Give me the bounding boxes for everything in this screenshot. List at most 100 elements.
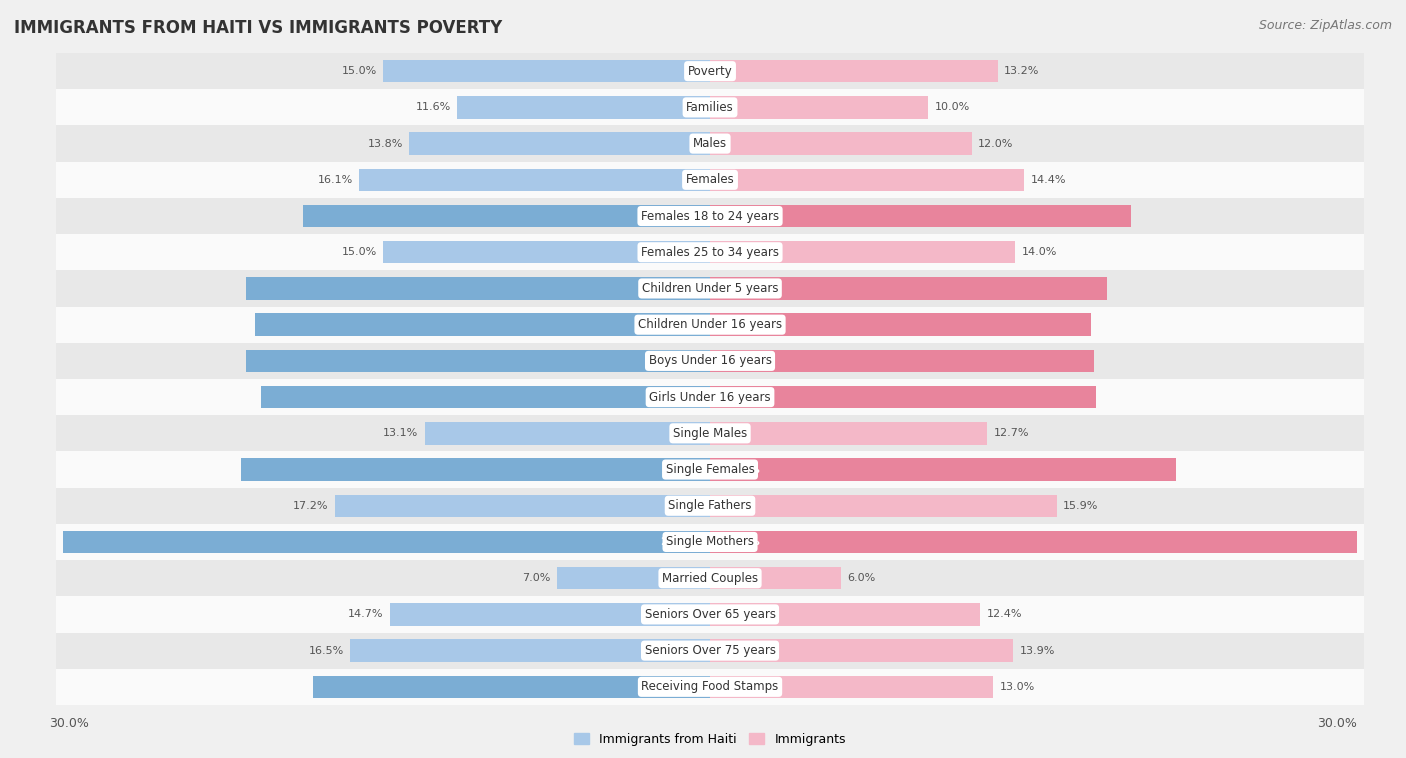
Text: Seniors Over 65 years: Seniors Over 65 years (644, 608, 776, 621)
Text: 13.8%: 13.8% (367, 139, 402, 149)
Text: 12.4%: 12.4% (987, 609, 1022, 619)
Text: 10.0%: 10.0% (935, 102, 970, 112)
Bar (56, 198, 1364, 234)
Text: Females 18 to 24 years: Females 18 to 24 years (641, 209, 779, 223)
Text: Seniors Over 75 years: Seniors Over 75 years (644, 644, 776, 657)
Text: Families: Families (686, 101, 734, 114)
Bar (56, 669, 1364, 705)
Text: 21.4%: 21.4% (721, 465, 759, 475)
Text: Boys Under 16 years: Boys Under 16 years (648, 355, 772, 368)
Bar (262, 386, 710, 409)
Text: 6.0%: 6.0% (848, 573, 876, 583)
Bar (710, 133, 972, 155)
Bar (710, 567, 841, 590)
Text: Girls Under 16 years: Girls Under 16 years (650, 390, 770, 403)
Bar (63, 531, 710, 553)
Bar (56, 415, 1364, 452)
Bar (302, 205, 710, 227)
Text: 20.9%: 20.9% (661, 320, 699, 330)
Bar (710, 640, 1012, 662)
Text: Married Couples: Married Couples (662, 572, 758, 584)
Bar (710, 60, 998, 83)
Text: 17.6%: 17.6% (721, 356, 759, 366)
Text: 21.5%: 21.5% (661, 465, 699, 475)
Text: Single Fathers: Single Fathers (668, 500, 752, 512)
Text: 15.0%: 15.0% (342, 247, 377, 257)
Text: Females: Females (686, 174, 734, 186)
Text: 18.2%: 18.2% (661, 682, 699, 692)
Bar (710, 531, 1357, 553)
Bar (359, 168, 710, 191)
Bar (254, 314, 710, 336)
Text: 15.9%: 15.9% (1063, 501, 1098, 511)
Bar (425, 422, 710, 444)
Text: Children Under 5 years: Children Under 5 years (641, 282, 779, 295)
Bar (56, 271, 1364, 306)
Bar (56, 306, 1364, 343)
Bar (246, 277, 710, 299)
Text: 15.0%: 15.0% (342, 66, 377, 76)
Text: 20.6%: 20.6% (661, 392, 699, 402)
Text: 14.7%: 14.7% (347, 609, 382, 619)
Bar (710, 314, 1091, 336)
Bar (56, 524, 1364, 560)
Bar (56, 89, 1364, 126)
Text: 21.3%: 21.3% (661, 283, 699, 293)
Text: Receiving Food Stamps: Receiving Food Stamps (641, 681, 779, 694)
Bar (56, 161, 1364, 198)
Bar (710, 422, 987, 444)
Bar (56, 560, 1364, 597)
Bar (710, 241, 1015, 264)
Bar (382, 60, 710, 83)
Text: Males: Males (693, 137, 727, 150)
Text: 12.0%: 12.0% (979, 139, 1014, 149)
Bar (56, 597, 1364, 632)
Bar (335, 494, 710, 517)
Text: Females 25 to 34 years: Females 25 to 34 years (641, 246, 779, 258)
Bar (350, 640, 710, 662)
Text: IMMIGRANTS FROM HAITI VS IMMIGRANTS POVERTY: IMMIGRANTS FROM HAITI VS IMMIGRANTS POVE… (14, 19, 502, 37)
Text: 13.2%: 13.2% (1004, 66, 1039, 76)
Text: 30.0%: 30.0% (49, 717, 89, 731)
Text: Single Males: Single Males (673, 427, 747, 440)
Bar (56, 53, 1364, 89)
Legend: Immigrants from Haiti, Immigrants: Immigrants from Haiti, Immigrants (569, 728, 851, 751)
Bar (710, 494, 1056, 517)
Text: 30.0%: 30.0% (1317, 717, 1357, 731)
Text: 18.7%: 18.7% (661, 211, 699, 221)
Bar (314, 675, 710, 698)
Bar (409, 133, 710, 155)
Text: Single Females: Single Females (665, 463, 755, 476)
Text: 16.1%: 16.1% (318, 175, 353, 185)
Bar (710, 168, 1024, 191)
Bar (558, 567, 710, 590)
Bar (710, 675, 993, 698)
Text: 19.3%: 19.3% (721, 211, 759, 221)
Bar (710, 459, 1177, 481)
Text: 29.7%: 29.7% (661, 537, 699, 547)
Text: Single Mothers: Single Mothers (666, 535, 754, 549)
Text: 14.0%: 14.0% (1022, 247, 1057, 257)
Text: 17.2%: 17.2% (294, 501, 329, 511)
Text: 17.5%: 17.5% (721, 320, 759, 330)
Bar (710, 96, 928, 118)
Bar (56, 632, 1364, 669)
Text: 13.1%: 13.1% (382, 428, 418, 438)
Text: Poverty: Poverty (688, 64, 733, 77)
Bar (56, 234, 1364, 271)
Bar (457, 96, 710, 118)
Bar (56, 487, 1364, 524)
Text: 18.2%: 18.2% (721, 283, 759, 293)
Bar (710, 349, 1094, 372)
Text: 16.5%: 16.5% (309, 646, 344, 656)
Bar (242, 459, 710, 481)
Text: 17.7%: 17.7% (721, 392, 759, 402)
Bar (710, 277, 1107, 299)
Bar (246, 349, 710, 372)
Bar (56, 452, 1364, 487)
Bar (710, 386, 1095, 409)
Text: 14.4%: 14.4% (1031, 175, 1066, 185)
Bar (389, 603, 710, 625)
Text: Children Under 16 years: Children Under 16 years (638, 318, 782, 331)
Text: Source: ZipAtlas.com: Source: ZipAtlas.com (1258, 19, 1392, 32)
